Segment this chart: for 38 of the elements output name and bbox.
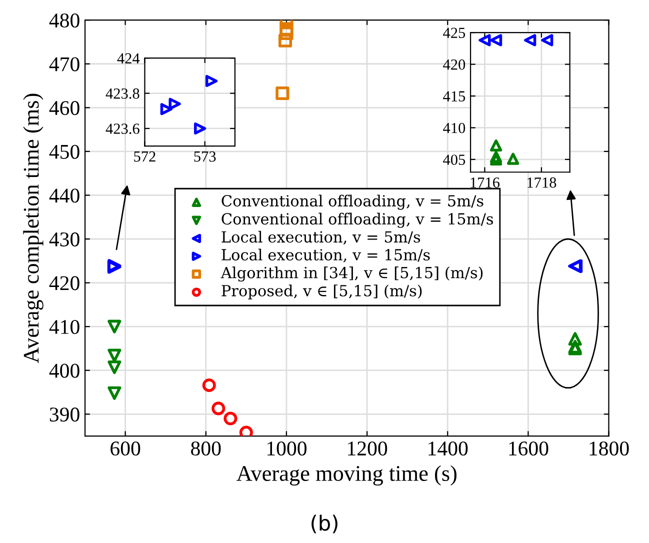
y-tick-label: 390 [50,408,80,422]
x-tick-label: 1716 [470,177,500,188]
x-tick-label: 1400 [428,441,468,456]
x-tick-label: 573 [194,151,216,162]
y-tick-label: 450 [49,144,80,159]
y-tick-label: 410 [49,320,80,334]
legend-label: Proposed, v ∈ [5,15] (m/s) [222,284,422,300]
y-tick-label: 420 [443,59,466,70]
y-tick-label: 425 [443,28,466,38]
x-tick-label: 1200 [348,441,388,456]
y-tick-label: 415 [443,91,466,102]
legend-label: Algorithm in [34], v ∈ [5,15] (m/s) [220,266,483,282]
x-tick-label: 1718 [528,177,556,188]
x-tick-label: 1800 [590,441,629,456]
text: (b) [312,514,338,534]
y-tick-label: 480 [49,13,80,28]
y-tick-label: 423.8 [106,88,140,99]
x-tick-label: 1000 [267,441,306,456]
y-tick-label: 410 [443,122,466,134]
y-tick-label: 405 [443,154,466,165]
x-tick-label: 800 [191,441,221,456]
y-tick-label: 424 [117,53,140,64]
x-tick-label: 572 [134,151,156,162]
legend-label: Conventional offloading, v = 15m/s [222,212,494,228]
legend-label: Local execution, v = 15m/s [222,248,430,262]
legend-label: Conventional offloading, v = 5m/s [222,194,484,210]
y-tick-label: 420 [49,276,80,290]
y-tick-label: 423.6 [106,124,140,134]
y-tick-label: 440 [49,188,80,203]
y-tick-label: 460 [49,101,80,116]
y-axis-title: Average completion time (ms) [23,94,44,364]
x-tick-label: 600 [110,441,140,456]
y-tick-label: 470 [49,57,80,72]
x-tick-label: 1600 [509,441,548,456]
y-tick-label: 400 [49,364,80,378]
legend-label: Local execution, v = 5m/s [222,230,420,245]
y-tick-label: 430 [49,232,80,246]
x-axis-title: Average moving time (s) [236,465,456,486]
